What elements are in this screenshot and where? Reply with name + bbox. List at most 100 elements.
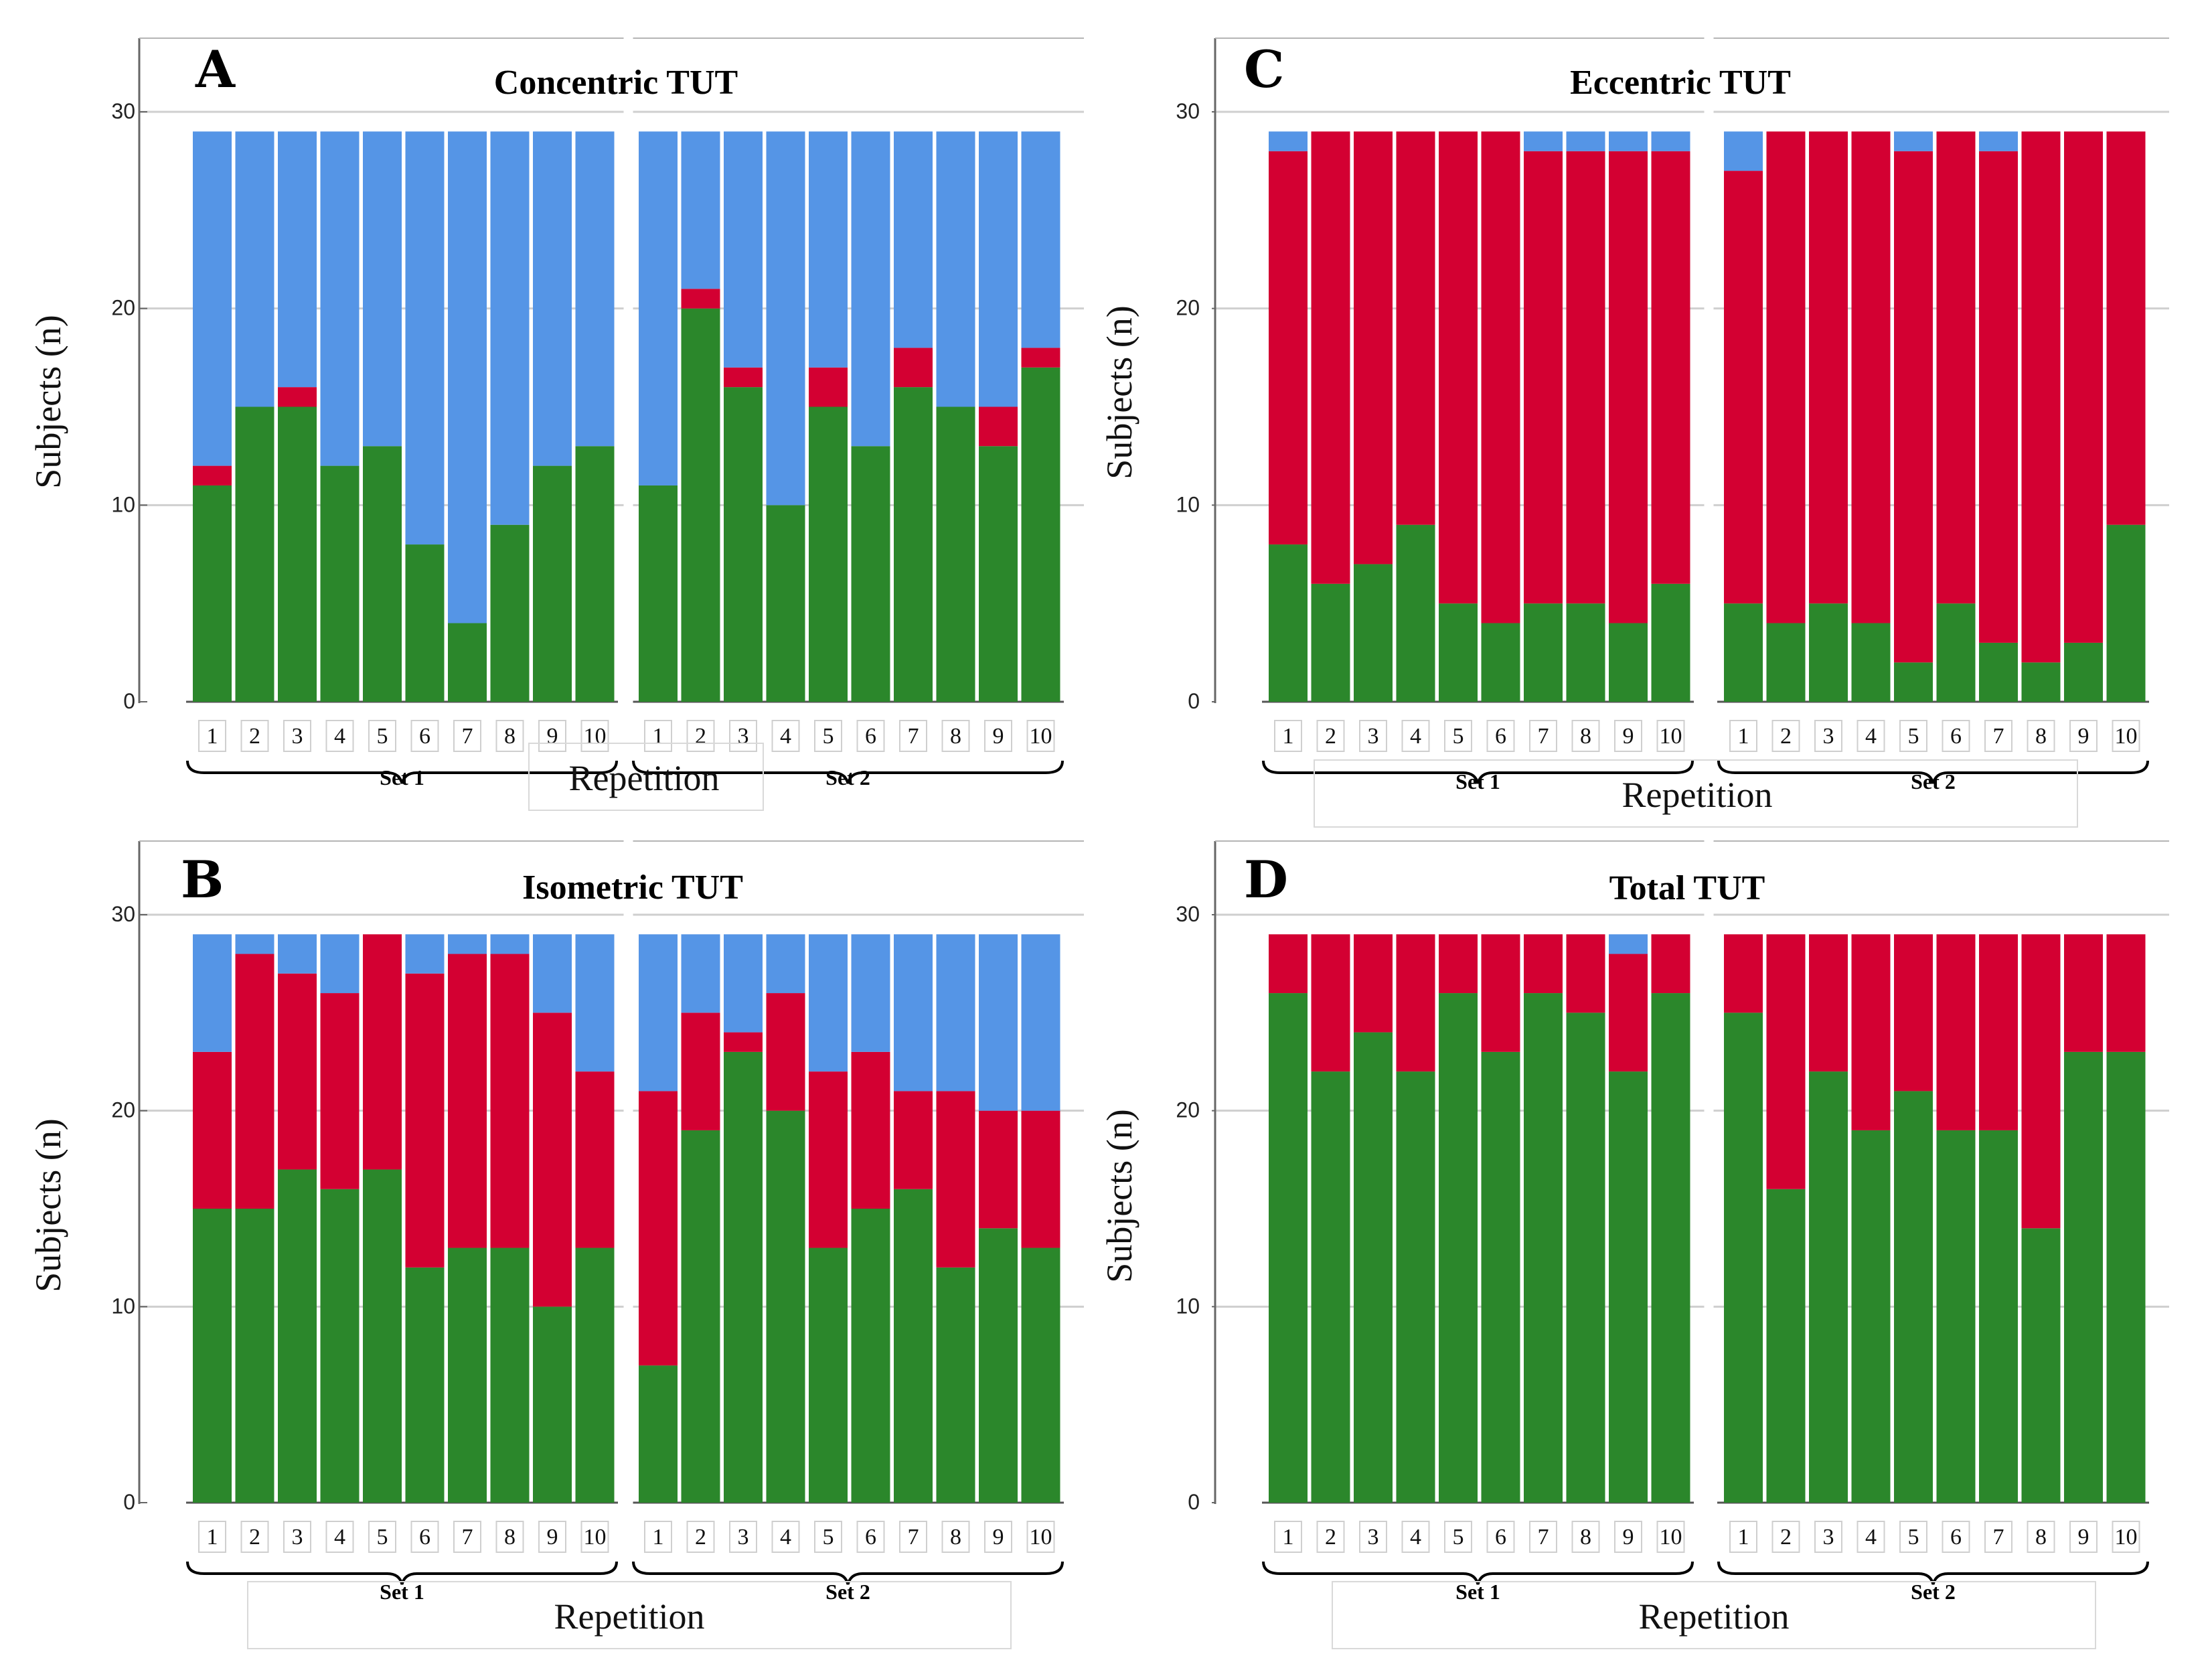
panel-a-bar-green [724, 387, 763, 702]
panel-d-xtick-label: 4 [1410, 1525, 1421, 1550]
panel-c-xtick-box [2027, 720, 2055, 752]
panel-a-bar-green [235, 406, 274, 702]
panel-c-set-brace [1717, 760, 2149, 784]
panel-d-xtick-label: 5 [1908, 1525, 1919, 1550]
panel-b-bar-green [533, 1306, 572, 1503]
panel-d-xtick-box [1486, 1521, 1515, 1553]
panel-c-bar-green [1809, 603, 1848, 702]
panel-a-ytick-label: 10 [111, 492, 135, 516]
panel-c-bar-blue [1566, 131, 1605, 151]
panel-d-bar-red [1396, 934, 1435, 1072]
panel-d-bar-red [2021, 934, 2061, 1229]
panel-a-xtick-label: 2 [249, 724, 260, 749]
panel-a-xtick-box [368, 720, 396, 752]
panel-d-bar-green [1396, 1071, 1435, 1503]
panel-a-bar-red [1021, 348, 1060, 368]
panel-a-xtick-label: 5 [377, 724, 388, 749]
panel-c-bar-red [1609, 151, 1648, 623]
panel-b-bar-red [278, 973, 317, 1170]
panel-d-bar-green [1894, 1091, 1933, 1503]
panel-a-xtick-label: 5 [823, 724, 834, 749]
panel-d-title: Total TUT [1609, 869, 1765, 907]
panel-c-ytick-label: 0 [1188, 689, 1200, 713]
panel-a-set-label: Set 1 [380, 765, 424, 789]
panel-a-xtick-box [856, 720, 885, 752]
panel-d-xtick-label: 1 [1738, 1525, 1749, 1550]
panel-c-xtick-label: 4 [1865, 724, 1877, 749]
panel-d-xtick-label: 6 [1950, 1525, 1962, 1550]
panel-b-bar-blue [235, 934, 274, 954]
panel-b-bar-green [724, 1051, 763, 1503]
panel-d-bar-red [1481, 934, 1520, 1052]
panel-b-bar-blue [851, 934, 890, 1052]
panel-c-set-label: Set 1 [1455, 769, 1500, 794]
panel-d-xtick-label: 9 [2078, 1525, 2089, 1550]
panel-b-bar-green [809, 1248, 848, 1503]
panel-b-bar-green [936, 1267, 975, 1503]
panel-d-xtick-box [1729, 1521, 1757, 1553]
panel-d-bar-red [2064, 934, 2103, 1052]
panel-b-xtick-label: 7 [908, 1525, 919, 1550]
panel-d-bar-red [1724, 934, 1763, 1013]
panel-d-ytick-label: 20 [1176, 1098, 1200, 1122]
panel-a-xtick-box [1026, 720, 1055, 752]
panel-b-xtick-label: 10 [1030, 1525, 1052, 1550]
panel-d-xtick-box [1656, 1521, 1685, 1553]
panel-b-bar-green [278, 1169, 317, 1503]
panel-a-bar-green [575, 446, 615, 702]
panel-d-bar-green [2106, 1051, 2146, 1503]
panel-b-bar-blue [490, 934, 530, 954]
panel-c-bar-red [1651, 151, 1690, 584]
panel-c-bar-red [1311, 131, 1350, 584]
panel-c-xtick-label: 1 [1738, 724, 1749, 749]
panel-c-x-label-box [1314, 759, 2078, 828]
panel-a-xtick-box [495, 720, 524, 752]
panel-a-xtick-box [538, 720, 566, 752]
panel-a-xtick-label: 8 [504, 724, 516, 749]
panel-c-letter: C [1244, 40, 1285, 99]
panel-d-bar-red [1936, 934, 1976, 1130]
panel-c-xtick-box [2069, 720, 2098, 752]
panel-c-xtick-label: 10 [2115, 724, 2138, 749]
panel-b-xtick-label: 3 [292, 1525, 303, 1550]
panel-a-xtick-label: 8 [950, 724, 961, 749]
panel-a-bar-blue [235, 131, 274, 407]
panel-d-ytick-label: 30 [1176, 902, 1200, 926]
panel-a-xtick-label: 7 [462, 724, 473, 749]
panel-b-xtick-box [686, 1521, 715, 1553]
panel-c-xtick-box [1316, 720, 1345, 752]
panel-a-bar-blue [639, 131, 678, 485]
panel-c-xtick-label: 8 [2035, 724, 2047, 749]
panel-d-xtick-label: 10 [1660, 1525, 1682, 1550]
panel-b-set-brace [186, 1561, 618, 1585]
panel-d-bar-green [1311, 1071, 1350, 1503]
panel-b-bar-blue [809, 934, 848, 1072]
panel-d: 0 10 20 30 1 2 3 4 5 6 7 8 9 10 Set 1 1 2 3 4 5 6 7 8 9 10 Set 2 D… [1099, 840, 2169, 1649]
panel-c-bar-red [1354, 131, 1393, 564]
panel-a-xtick-box [941, 720, 970, 752]
panel-b-set-label: Set 2 [825, 1580, 870, 1604]
panel-b-xtick-box [814, 1521, 842, 1553]
panel-c-ytick-label: 30 [1176, 99, 1200, 123]
panel-a-bar-blue [405, 131, 445, 545]
panel-d-bar-green [1851, 1130, 1891, 1503]
panel-d-bar-green [1724, 1012, 1763, 1503]
panel-b-ytick-label: 20 [111, 1098, 135, 1122]
panel-a-bar-blue [1021, 131, 1060, 348]
panel-c-bar-red [2021, 131, 2061, 663]
panel-c-bar-red [1481, 131, 1520, 623]
panel-a-set-gap [623, 37, 633, 714]
panel-a-bar-blue [724, 131, 763, 368]
panel-d-xtick-box [1274, 1521, 1302, 1553]
panel-d-ytick-label: 0 [1188, 1490, 1200, 1514]
panel-b-bar-red [575, 1071, 615, 1248]
panel-a-xtick-box [198, 720, 226, 752]
panel-b-bar-blue [405, 934, 445, 974]
panel-b-bar-red [363, 934, 402, 1170]
panel-a-bar-green [278, 406, 317, 702]
panel-a-y-label: Subjects (n) [28, 315, 68, 488]
panel-d-letter: D [1244, 850, 1288, 909]
panel-b-ytick-label: 10 [111, 1294, 135, 1318]
panel-a-xtick-box [686, 720, 715, 752]
panel-d-xtick-box [1942, 1521, 1970, 1553]
